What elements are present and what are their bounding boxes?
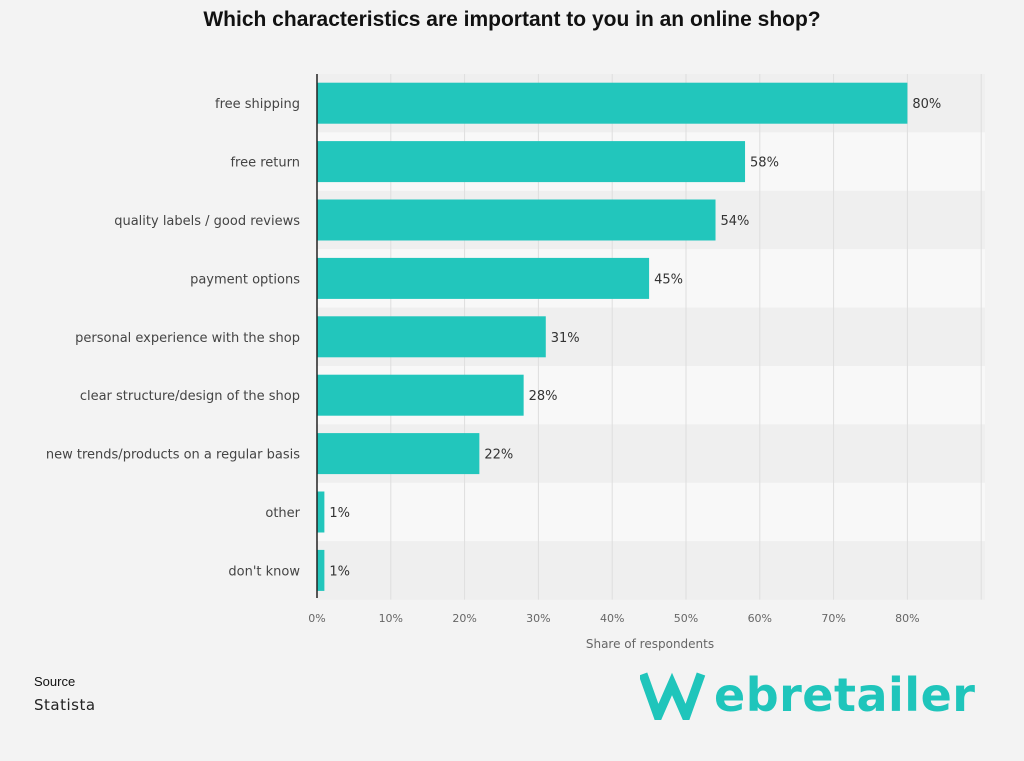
x-tick-label: 10% [379, 612, 403, 625]
bar[interactable] [317, 82, 908, 124]
x-tick-label: 70% [821, 612, 845, 625]
bar[interactable] [317, 316, 546, 358]
chart-title: Which characteristics are important to y… [203, 8, 821, 31]
source-heading: Source [34, 674, 76, 689]
category-label: free shipping [215, 97, 300, 112]
value-label: 22% [484, 448, 513, 463]
category-label: clear structure/design of the shop [80, 389, 300, 404]
category-label: don't know [228, 564, 300, 579]
bar[interactable] [317, 374, 524, 416]
bar[interactable] [317, 549, 325, 591]
x-tick-label: 0% [308, 612, 325, 625]
x-tick-labels: 0% 10% 20% 30% 40% 50% 60% 70% 80% [308, 612, 919, 625]
value-labels: 80% 58% 54% 45% 31% 28% 22% 1% 1% [329, 97, 941, 579]
value-label: 80% [912, 97, 941, 112]
value-label: 1% [329, 506, 350, 521]
value-label: 58% [750, 156, 779, 171]
value-label: 31% [551, 331, 580, 346]
category-label: payment options [190, 272, 300, 287]
category-label: personal experience with the shop [75, 331, 300, 346]
x-tick-label: 60% [748, 612, 772, 625]
category-label: other [265, 506, 300, 521]
category-label: new trends/products on a regular basis [46, 448, 300, 463]
value-label: 28% [529, 389, 558, 404]
value-label: 45% [654, 272, 683, 287]
category-labels: free shipping free return quality labels /… [46, 97, 301, 579]
x-tick-label: 80% [895, 612, 919, 625]
x-tick-label: 40% [600, 612, 624, 625]
bar-chart: free shipping free return quality labels /… [45, 74, 985, 651]
webretailer-logo[interactable]: ebretailer [640, 668, 975, 722]
category-label: free return [230, 156, 300, 171]
bar[interactable] [317, 257, 650, 299]
bar[interactable] [317, 491, 325, 533]
category-label: quality labels / good reviews [114, 214, 300, 229]
x-tick-label: 50% [674, 612, 698, 625]
bars [317, 82, 908, 591]
w-logo-icon [640, 672, 706, 720]
row-band [317, 482, 985, 542]
logo-text: ebretailer [714, 668, 976, 722]
bar[interactable] [317, 433, 480, 475]
x-tick-label: 20% [452, 612, 476, 625]
x-axis-title: Share of respondents [586, 637, 714, 651]
bar[interactable] [317, 199, 716, 241]
x-tick-label: 30% [526, 612, 550, 625]
row-band [317, 541, 985, 600]
source-value: Statista [34, 696, 96, 714]
value-label: 54% [721, 214, 750, 229]
value-label: 1% [329, 564, 350, 579]
bar[interactable] [317, 141, 746, 183]
